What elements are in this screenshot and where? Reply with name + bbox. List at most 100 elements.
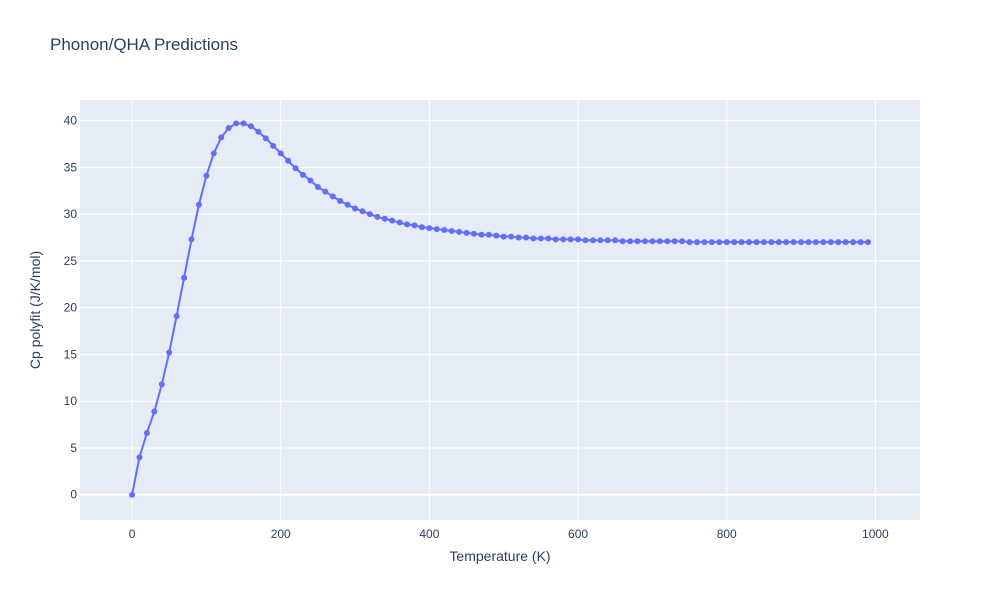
data-point[interactable]	[225, 125, 232, 132]
data-point[interactable]	[210, 150, 217, 157]
data-point[interactable]	[552, 236, 559, 243]
data-point[interactable]	[612, 237, 619, 244]
data-point[interactable]	[820, 239, 827, 246]
data-point[interactable]	[515, 234, 522, 241]
data-point[interactable]	[731, 239, 738, 246]
data-point[interactable]	[463, 229, 470, 236]
data-point[interactable]	[671, 238, 678, 245]
data-point[interactable]	[374, 213, 381, 220]
data-point[interactable]	[233, 120, 240, 127]
data-point[interactable]	[842, 239, 849, 246]
data-point[interactable]	[790, 239, 797, 246]
data-point[interactable]	[523, 234, 530, 241]
data-point[interactable]	[701, 239, 708, 246]
data-point[interactable]	[329, 193, 336, 200]
data-point[interactable]	[143, 430, 150, 437]
data-point[interactable]	[314, 183, 321, 190]
data-point[interactable]	[277, 150, 284, 157]
data-point[interactable]	[381, 215, 388, 222]
data-point[interactable]	[456, 228, 463, 235]
data-point[interactable]	[307, 177, 314, 184]
data-point[interactable]	[359, 208, 366, 215]
data-point[interactable]	[857, 239, 864, 246]
data-point[interactable]	[567, 236, 574, 243]
data-point[interactable]	[426, 225, 433, 232]
data-point[interactable]	[649, 238, 656, 245]
data-point[interactable]	[389, 217, 396, 224]
data-point[interactable]	[344, 201, 351, 208]
data-point[interactable]	[575, 236, 582, 243]
data-point[interactable]	[850, 239, 857, 246]
data-point[interactable]	[262, 135, 269, 142]
data-point[interactable]	[493, 232, 500, 239]
data-point[interactable]	[634, 238, 641, 245]
data-point[interactable]	[322, 188, 329, 195]
data-point[interactable]	[768, 239, 775, 246]
data-point[interactable]	[619, 238, 626, 245]
data-point[interactable]	[783, 239, 790, 246]
data-point[interactable]	[136, 454, 143, 461]
data-point[interactable]	[597, 237, 604, 244]
data-point[interactable]	[589, 237, 596, 244]
data-point[interactable]	[835, 239, 842, 246]
data-point[interactable]	[686, 239, 693, 246]
data-point[interactable]	[218, 134, 225, 141]
data-point[interactable]	[166, 349, 173, 356]
data-point[interactable]	[775, 239, 782, 246]
data-point[interactable]	[530, 235, 537, 242]
data-point[interactable]	[760, 239, 767, 246]
data-point[interactable]	[716, 239, 723, 246]
data-point[interactable]	[582, 237, 589, 244]
data-point[interactable]	[411, 222, 418, 229]
data-point[interactable]	[352, 205, 359, 212]
data-point[interactable]	[537, 235, 544, 242]
data-point[interactable]	[247, 123, 254, 130]
data-point[interactable]	[270, 142, 277, 149]
data-point[interactable]	[664, 238, 671, 245]
data-point[interactable]	[641, 238, 648, 245]
data-point[interactable]	[300, 171, 307, 178]
data-point[interactable]	[827, 239, 834, 246]
data-point[interactable]	[188, 236, 195, 243]
data-point[interactable]	[448, 227, 455, 234]
data-point[interactable]	[129, 491, 136, 498]
data-point[interactable]	[292, 165, 299, 172]
data-point[interactable]	[396, 219, 403, 226]
data-point[interactable]	[604, 237, 611, 244]
data-point[interactable]	[285, 157, 292, 164]
data-point[interactable]	[151, 408, 158, 415]
data-point[interactable]	[485, 231, 492, 238]
data-point[interactable]	[545, 235, 552, 242]
data-point[interactable]	[746, 239, 753, 246]
data-point[interactable]	[418, 224, 425, 231]
data-point[interactable]	[158, 381, 165, 388]
data-point[interactable]	[203, 172, 210, 179]
data-point[interactable]	[560, 236, 567, 243]
data-point[interactable]	[240, 120, 247, 127]
data-point[interactable]	[508, 233, 515, 240]
data-point[interactable]	[656, 238, 663, 245]
data-point[interactable]	[708, 239, 715, 246]
data-point[interactable]	[627, 238, 634, 245]
data-point[interactable]	[366, 211, 373, 218]
data-point[interactable]	[753, 239, 760, 246]
data-point[interactable]	[812, 239, 819, 246]
data-point[interactable]	[500, 233, 507, 240]
data-point[interactable]	[337, 198, 344, 205]
data-point[interactable]	[195, 201, 202, 208]
data-point[interactable]	[723, 239, 730, 246]
data-point[interactable]	[864, 239, 871, 246]
data-point[interactable]	[173, 313, 180, 320]
data-point[interactable]	[738, 239, 745, 246]
data-point[interactable]	[478, 231, 485, 238]
data-point[interactable]	[433, 226, 440, 233]
data-point[interactable]	[255, 128, 262, 135]
data-point[interactable]	[441, 227, 448, 234]
data-point[interactable]	[805, 239, 812, 246]
data-point[interactable]	[693, 239, 700, 246]
data-point[interactable]	[181, 274, 188, 281]
data-point[interactable]	[470, 230, 477, 237]
data-point[interactable]	[798, 239, 805, 246]
data-point[interactable]	[679, 238, 686, 245]
data-point[interactable]	[404, 221, 411, 228]
